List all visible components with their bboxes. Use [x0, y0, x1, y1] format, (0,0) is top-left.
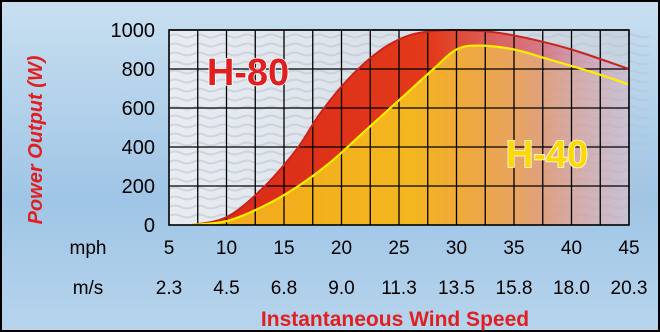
x-tick-label-ms: 15.8	[496, 278, 533, 299]
x-tick-label-mph: 40	[561, 238, 582, 259]
h80-line	[191, 28, 630, 226]
x-tick-label-ms: 18.0	[553, 278, 590, 299]
x-tick-label-mph: 35	[503, 238, 524, 259]
x-tick-label-ms: 4.5	[213, 278, 239, 299]
x-tick-label-mph: 10	[216, 238, 237, 259]
y-tick-label: 0	[144, 215, 155, 237]
y-axis-ticks: 0 200 400 600 800 1000	[111, 20, 156, 237]
x-tick-label-ms: 6.8	[271, 278, 297, 299]
y-tick-label: 400	[122, 137, 155, 159]
x-tick-label-ms: 13.5	[438, 278, 475, 299]
y-axis-title: Power Output (W)	[25, 55, 47, 224]
y-tick-label: 1000	[111, 20, 156, 42]
y-tick-label: 600	[122, 98, 155, 120]
x-tick-label-mph: 25	[388, 238, 409, 259]
x-tick-label-ms: 9.0	[328, 278, 354, 299]
x-tick-label-ms: 11.3	[381, 278, 417, 299]
series-label-h40: H-40	[506, 134, 588, 176]
x-tick-label-mph: 20	[331, 238, 352, 259]
x-unit-mph: mph	[70, 238, 107, 259]
x-tick-label-ms: 2.3	[156, 278, 182, 299]
y-tick-label: 200	[122, 176, 155, 198]
x-tick-label-mph: 45	[618, 238, 639, 259]
x-axis-ticks-ms: 2.3 4.5 6.8 9.0 11.3 13.5 15.8 18.0 20.3	[156, 278, 648, 299]
plot-border	[168, 29, 630, 226]
x-axis-ticks-mph: 5 10 15 20 25 30 35 40 45	[164, 238, 640, 259]
series-label-h80: H-80	[207, 52, 289, 94]
x-axis-title: Instantaneous Wind Speed	[261, 308, 529, 331]
x-tick-label-mph: 5	[164, 238, 175, 259]
h40-area	[192, 45, 629, 225]
x-tick-label-mph: 15	[273, 238, 294, 259]
x-unit-ms: m/s	[73, 278, 104, 299]
y-tick-label: 800	[122, 59, 155, 81]
grid-lines	[169, 29, 629, 225]
x-tick-label-mph: 30	[446, 238, 467, 259]
x-tick-label-ms: 20.3	[611, 278, 648, 299]
h40-line	[191, 44, 630, 227]
